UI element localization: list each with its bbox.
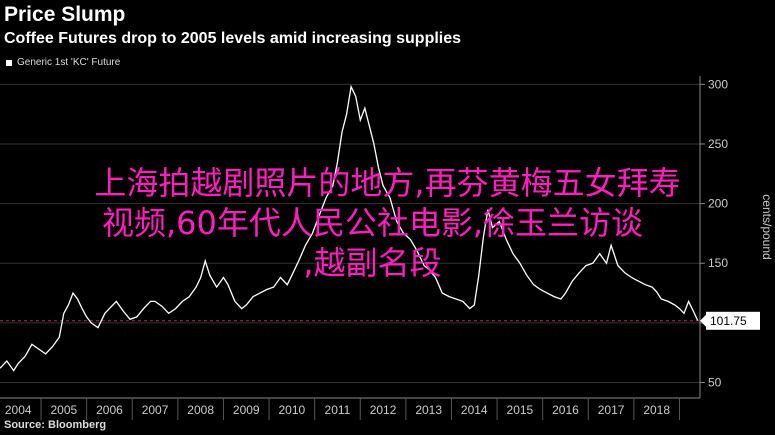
legend-label: Generic 1st 'KC' Future (17, 57, 121, 68)
y-axis-label: cents/pound (760, 194, 774, 259)
x-axis: 2004 2005 2006 2007 2008 2009 2010 2011 2012 2013… (5, 398, 680, 420)
source-note: Source: Bloomberg (4, 419, 107, 431)
overlay-line-2: 视频,60年代人民公社电影,徐玉兰访谈 (101, 204, 644, 242)
chart-title: Price Slump (4, 3, 126, 26)
chart-subtitle: Coffee Futures drop to 2005 levels amid … (4, 30, 462, 47)
y-tick-label: 250 (708, 137, 728, 151)
overlay-line-1: 上海拍越剧照片的地方,再芬黄梅五女拜寿 (94, 164, 681, 202)
y-tick-label: 150 (708, 256, 728, 270)
x-tick-label: 2009 (233, 403, 260, 417)
x-tick-label: 2011 (325, 403, 351, 417)
x-tick-label: 2016 (552, 403, 579, 417)
x-tick-label: 2006 (96, 403, 123, 417)
grid (0, 83, 700, 383)
x-tick-label: 2014 (461, 403, 488, 417)
overlay-line-3: ,越副名段 (303, 244, 442, 282)
series-line-kc-future (0, 84, 699, 372)
legend-swatch (6, 59, 12, 66)
y-tick-label: 50 (708, 375, 722, 389)
x-tick-label: 2017 (598, 403, 625, 417)
x-tick-label: 2004 (5, 403, 32, 417)
x-tick-label: 2005 (50, 403, 77, 417)
last-value-badge: 101.75 (700, 311, 760, 330)
x-tick-label: 2010 (279, 403, 306, 417)
x-tick-label: 2007 (142, 403, 169, 417)
x-tick-label: 2015 (507, 403, 534, 417)
y-tick-label: 300 (708, 77, 728, 91)
x-tick-label: 2008 (187, 403, 214, 417)
y-tick-label: 200 (708, 197, 728, 211)
overlay-text: 上海拍越剧照片的地方,再芬黄梅五女拜寿 视频,60年代人民公社电影,徐玉兰访谈 … (0, 163, 775, 283)
x-tick-label: 2013 (415, 403, 442, 417)
x-tick-label: 2012 (370, 403, 397, 417)
last-value-label: 101.75 (710, 314, 747, 328)
legend: Generic 1st 'KC' Future (6, 57, 120, 68)
x-tick-label: 2018 (643, 403, 670, 417)
